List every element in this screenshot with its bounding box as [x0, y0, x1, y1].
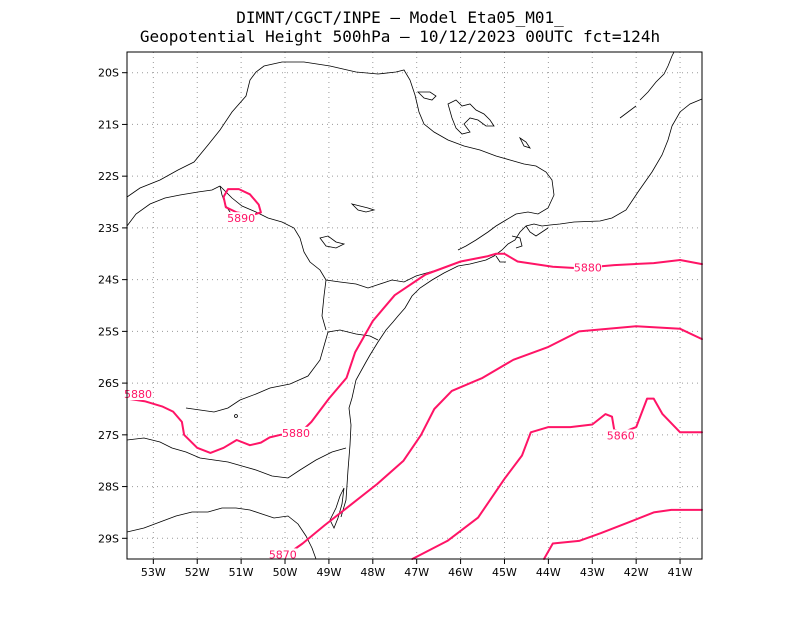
contour-label: 5880 [574, 261, 602, 274]
x-tick-label: 50W [273, 566, 298, 579]
contour-labels: 5890 5880 5880 5880 5860 5870 [123, 212, 635, 561]
y-tick-label: 28S [98, 481, 119, 494]
state-border-sp-pr [219, 185, 445, 289]
y-tick-label: 24S [98, 274, 119, 287]
x-tick-label: 45W [492, 566, 517, 579]
contour-5890 [222, 188, 262, 216]
y-tick-label: 27S [98, 429, 119, 442]
contour-5860 [411, 397, 703, 560]
plot-frame [126, 51, 703, 560]
x-tick-label: 47W [404, 566, 429, 579]
y-tick-label: 22S [98, 170, 119, 183]
reservoir-small-1 [417, 91, 531, 149]
bay-detail [495, 225, 549, 263]
contour-label: 5870 [269, 548, 297, 561]
contour-label: 5860 [607, 429, 635, 442]
y-tick-label: 25S [98, 325, 119, 338]
x-tick-label: 52W [185, 566, 210, 579]
title-line-1: DIMNT/CGCT/INPE – Model Eta05_M01_ [236, 8, 564, 27]
contour-label-bg [281, 426, 310, 439]
contour-label-bg [123, 388, 152, 401]
reservoir-dot [234, 414, 238, 418]
y-axis: 20S 21S 22S 23S 24S 25S 26S 27S 28S 29S [98, 67, 127, 545]
y-tick-label: 29S [98, 532, 119, 545]
contour-label-bg [573, 261, 602, 274]
atlantic-coastline [340, 98, 703, 518]
x-tick-label: 43W [580, 566, 605, 579]
x-axis: 53W 52W 51W 50W 49W 48W 47W 46W 45W 44W 43W 42W 41W [141, 559, 693, 579]
title-line-2: Geopotential Height 500hPa – 10/12/2023 … [140, 27, 660, 46]
x-tick-label: 51W [229, 566, 254, 579]
x-tick-label: 42W [624, 566, 649, 579]
contour-label: 5880 [124, 388, 152, 401]
international-border-south [126, 507, 317, 560]
state-border-sc-rs [126, 437, 347, 479]
contours [126, 188, 703, 560]
contour-label-bg [268, 548, 297, 561]
contour-5870 [279, 325, 703, 560]
state-border-north [126, 61, 555, 251]
contour-label-bg [227, 212, 256, 225]
x-tick-label: 53W [141, 566, 166, 579]
y-tick-label: 20S [98, 67, 119, 80]
coastline-northeast [619, 51, 675, 119]
contour-5880 [126, 252, 703, 454]
x-tick-label: 48W [360, 566, 385, 579]
state-border-pr-sc [185, 329, 379, 413]
plot-area: 5890 5880 5880 5880 5860 5870 [123, 51, 703, 561]
contour-5850 [543, 508, 703, 560]
reservoir-furnas [447, 99, 495, 135]
y-tick-label: 21S [98, 118, 119, 131]
x-tick-label: 49W [316, 566, 341, 579]
reservoir-small-2 [319, 203, 376, 249]
contour-label-bg [606, 429, 635, 442]
y-tick-label: 26S [98, 377, 119, 390]
y-tick-label: 23S [98, 222, 119, 235]
x-tick-label: 46W [448, 566, 473, 579]
contour-label: 5880 [282, 427, 310, 440]
state-border-interior [321, 279, 327, 331]
lagoon [329, 487, 345, 529]
x-tick-label: 44W [536, 566, 561, 579]
gridlines [127, 52, 702, 559]
x-tick-label: 41W [668, 566, 693, 579]
contour-label: 5890 [227, 212, 255, 225]
